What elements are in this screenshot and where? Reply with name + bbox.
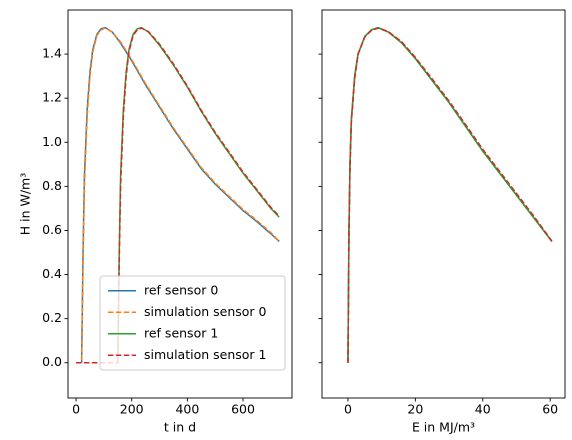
y-tick-label: 1.4 [42, 46, 62, 61]
legend: ref sensor 0 simulation sensor 0 ref senso… [99, 275, 286, 371]
x-tick-label: 60 [542, 402, 558, 417]
legend-label: ref sensor 1 [144, 325, 218, 340]
series-line [347, 27, 553, 363]
y-tick-label: 0.4 [42, 266, 62, 281]
x-tick-label: 200 [120, 402, 144, 417]
legend-label: simulation sensor 1 [144, 347, 267, 362]
series-line [76, 27, 280, 364]
x-tick-label: 400 [175, 402, 199, 417]
axes: 0 200 400 600 0.0 0.2 0.4 0.6 0.8 1.0 1.2 1.4 t in d… [18, 9, 293, 435]
y-tick-label: 0.8 [42, 178, 62, 193]
y-tick-label: 1.2 [42, 90, 62, 105]
axes-frame [321, 9, 566, 399]
x-tick-label: 0 [72, 402, 80, 417]
y-tick-label: 0.2 [42, 310, 62, 325]
series-line [76, 27, 280, 364]
legend-label: ref sensor 0 [144, 282, 218, 297]
series-line [347, 26, 553, 363]
y-axis-label: H in W/m³ [18, 173, 33, 236]
x-tick-label: 40 [475, 402, 491, 417]
x-axis-label: t in d [164, 420, 196, 435]
y-tick-label: 0.0 [42, 354, 62, 369]
axes-frame [67, 9, 293, 399]
y-tick-label: 0.6 [42, 222, 62, 237]
axes: 0 20 40 60 E in MJ/m³ [318, 9, 566, 435]
series-line [347, 27, 553, 363]
y-tick-label: 1.0 [42, 134, 62, 149]
x-axis-label: E in MJ/m³ [412, 420, 475, 435]
x-tick-label: 600 [231, 402, 255, 417]
legend-label: simulation sensor 0 [144, 304, 267, 319]
x-tick-label: 0 [344, 402, 352, 417]
legend-frame [99, 275, 286, 371]
series-line [347, 26, 553, 363]
x-tick-label: 20 [407, 402, 423, 417]
